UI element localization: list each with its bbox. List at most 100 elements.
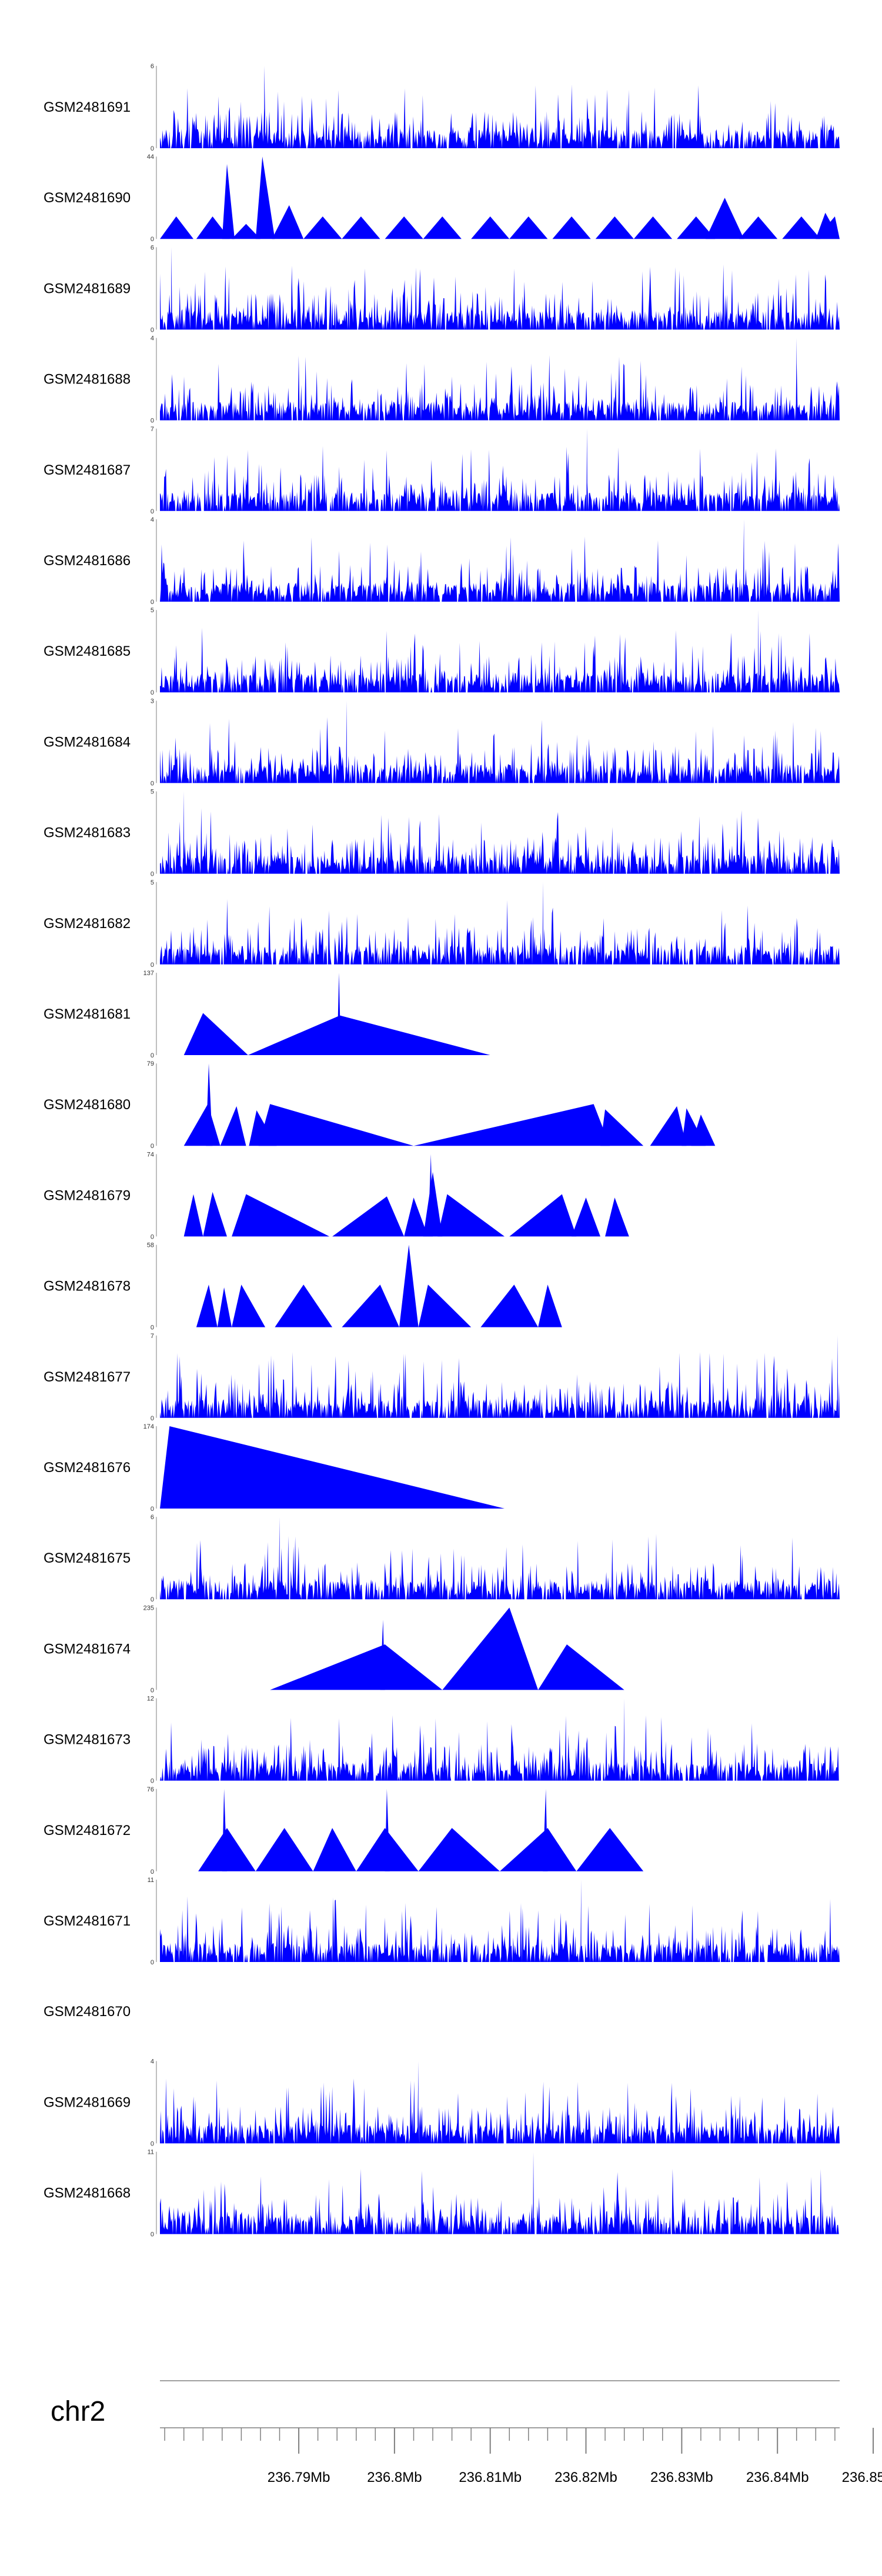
coverage-peak <box>258 1104 414 1146</box>
y-min-label: 0 <box>151 2140 154 2147</box>
track-gsm2481681: GSM2481681 137 0 <box>44 970 490 1059</box>
coverage-peak <box>509 216 548 239</box>
track-label: GSM2481682 <box>44 916 131 932</box>
y-min-label: 0 <box>151 1052 154 1059</box>
coverage-peak <box>232 223 260 239</box>
coverage-peak <box>183 1194 203 1237</box>
track-gsm2481671: GSM2481671 11 0 <box>44 1877 840 1966</box>
y-min-label: 0 <box>151 236 154 243</box>
y-max-label: 4 <box>151 516 154 523</box>
y-max-label: 6 <box>151 1514 154 1521</box>
coverage-peak <box>595 216 634 239</box>
y-min-label: 0 <box>151 1233 154 1240</box>
y-max-label: 5 <box>151 607 154 614</box>
track-gsm2481677: GSM2481677 7 0 <box>44 1333 840 1422</box>
track-gsm2481679: GSM2481679 74 0 <box>44 1151 629 1240</box>
track-label: GSM2481675 <box>44 1550 131 1566</box>
x-tick-label: 236.84Mb <box>746 2470 809 2485</box>
coverage-peak <box>404 1197 428 1237</box>
coverage-peak <box>677 216 716 239</box>
track-label: GSM2481691 <box>44 99 131 115</box>
coverage-area <box>160 519 840 602</box>
y-min-label: 0 <box>151 689 154 696</box>
track-gsm2481691: GSM2481691 6 0 <box>44 63 840 152</box>
coverage-peak <box>739 216 778 239</box>
x-tick-label: 236.82Mb <box>554 2470 617 2485</box>
coverage-peak <box>633 216 673 239</box>
track-label: GSM2481681 <box>44 1006 131 1022</box>
coverage-area <box>160 2151 840 2234</box>
coverage-peak <box>418 1828 500 1871</box>
track-label: GSM2481679 <box>44 1187 131 1203</box>
track-label: GSM2481678 <box>44 1279 131 1294</box>
coverage-peak <box>427 1154 433 1237</box>
x-tick-label: 236.79Mb <box>268 2470 330 2485</box>
coverage-peak <box>220 1106 246 1146</box>
coverage-peak <box>196 216 230 239</box>
track-label: GSM2481669 <box>44 2094 131 2110</box>
coverage-peak <box>423 1172 443 1237</box>
coverage-peak <box>160 1426 505 1509</box>
coverage-peak <box>255 156 275 239</box>
coverage-peak <box>423 216 462 239</box>
y-min-label: 0 <box>151 1415 154 1422</box>
coverage-area <box>160 2061 840 2144</box>
coverage-peak <box>160 216 193 239</box>
y-min-label: 0 <box>151 326 154 333</box>
track-gsm2481670: GSM2481670 <box>44 2004 131 2020</box>
coverage-peak <box>552 216 591 239</box>
y-min-label: 0 <box>151 1687 154 1694</box>
track-label: GSM2481674 <box>44 1641 131 1657</box>
coverage-peak <box>255 1828 313 1871</box>
track-gsm2481678: GSM2481678 58 0 <box>44 1242 562 1332</box>
track-gsm2481674: GSM2481674 235 0 <box>44 1604 624 1694</box>
coverage-peak <box>442 1607 539 1690</box>
coverage-area <box>160 338 840 421</box>
track-label: GSM2481668 <box>44 2185 131 2201</box>
coverage-peak <box>380 1620 385 1690</box>
coverage-peak <box>275 1284 333 1327</box>
y-min-label: 0 <box>151 1596 154 1603</box>
y-max-label: 4 <box>151 2058 154 2065</box>
track-label: GSM2481677 <box>44 1369 131 1385</box>
x-tick-label: 236.83Mb <box>650 2470 713 2485</box>
coverage-peak <box>206 1063 213 1146</box>
track-gsm2481685: GSM2481685 5 0 <box>44 607 840 696</box>
coverage-peak <box>399 1244 419 1327</box>
track-gsm2481687: GSM2481687 7 0 <box>44 426 840 515</box>
track-gsm2481672: GSM2481672 76 0 <box>44 1786 644 1876</box>
coverage-peak <box>782 216 821 239</box>
coverage-peak <box>183 1013 248 1055</box>
coverage-peak <box>572 1197 600 1237</box>
coverage-peak <box>222 163 235 239</box>
y-max-label: 3 <box>151 698 154 705</box>
coverage-peak <box>543 1788 548 1871</box>
coverage-peak <box>605 1197 629 1237</box>
coverage-area <box>160 247 840 330</box>
x-tick-label: 236.85Mb <box>842 2470 882 2485</box>
track-gsm2481675: GSM2481675 6 0 <box>44 1514 840 1603</box>
coverage-area <box>160 428 840 511</box>
y-max-label: 12 <box>147 1696 154 1703</box>
coverage-area <box>160 1880 840 1962</box>
track-label: GSM2481673 <box>44 1732 131 1748</box>
y-max-label: 58 <box>147 1242 154 1249</box>
coverage-peak <box>650 1106 687 1146</box>
track-label: GSM2481672 <box>44 1823 131 1838</box>
coverage-peak <box>437 1194 505 1237</box>
y-min-label: 0 <box>151 962 154 969</box>
y-min-label: 0 <box>151 508 154 515</box>
track-label: GSM2481683 <box>44 825 131 841</box>
coverage-peak <box>203 1192 227 1237</box>
coverage-peak <box>337 973 341 1055</box>
track-gsm2481680: GSM2481680 79 0 <box>44 1060 716 1150</box>
y-max-label: 76 <box>147 1786 154 1793</box>
coverage-peak <box>816 212 840 239</box>
y-max-label: 11 <box>148 2149 154 2156</box>
track-gsm2481684: GSM2481684 3 0 <box>44 698 840 787</box>
track-label: GSM2481690 <box>44 190 131 206</box>
coverage-peak <box>332 1196 405 1237</box>
coverage-peak <box>342 1284 399 1327</box>
coverage-peak <box>500 1828 577 1871</box>
